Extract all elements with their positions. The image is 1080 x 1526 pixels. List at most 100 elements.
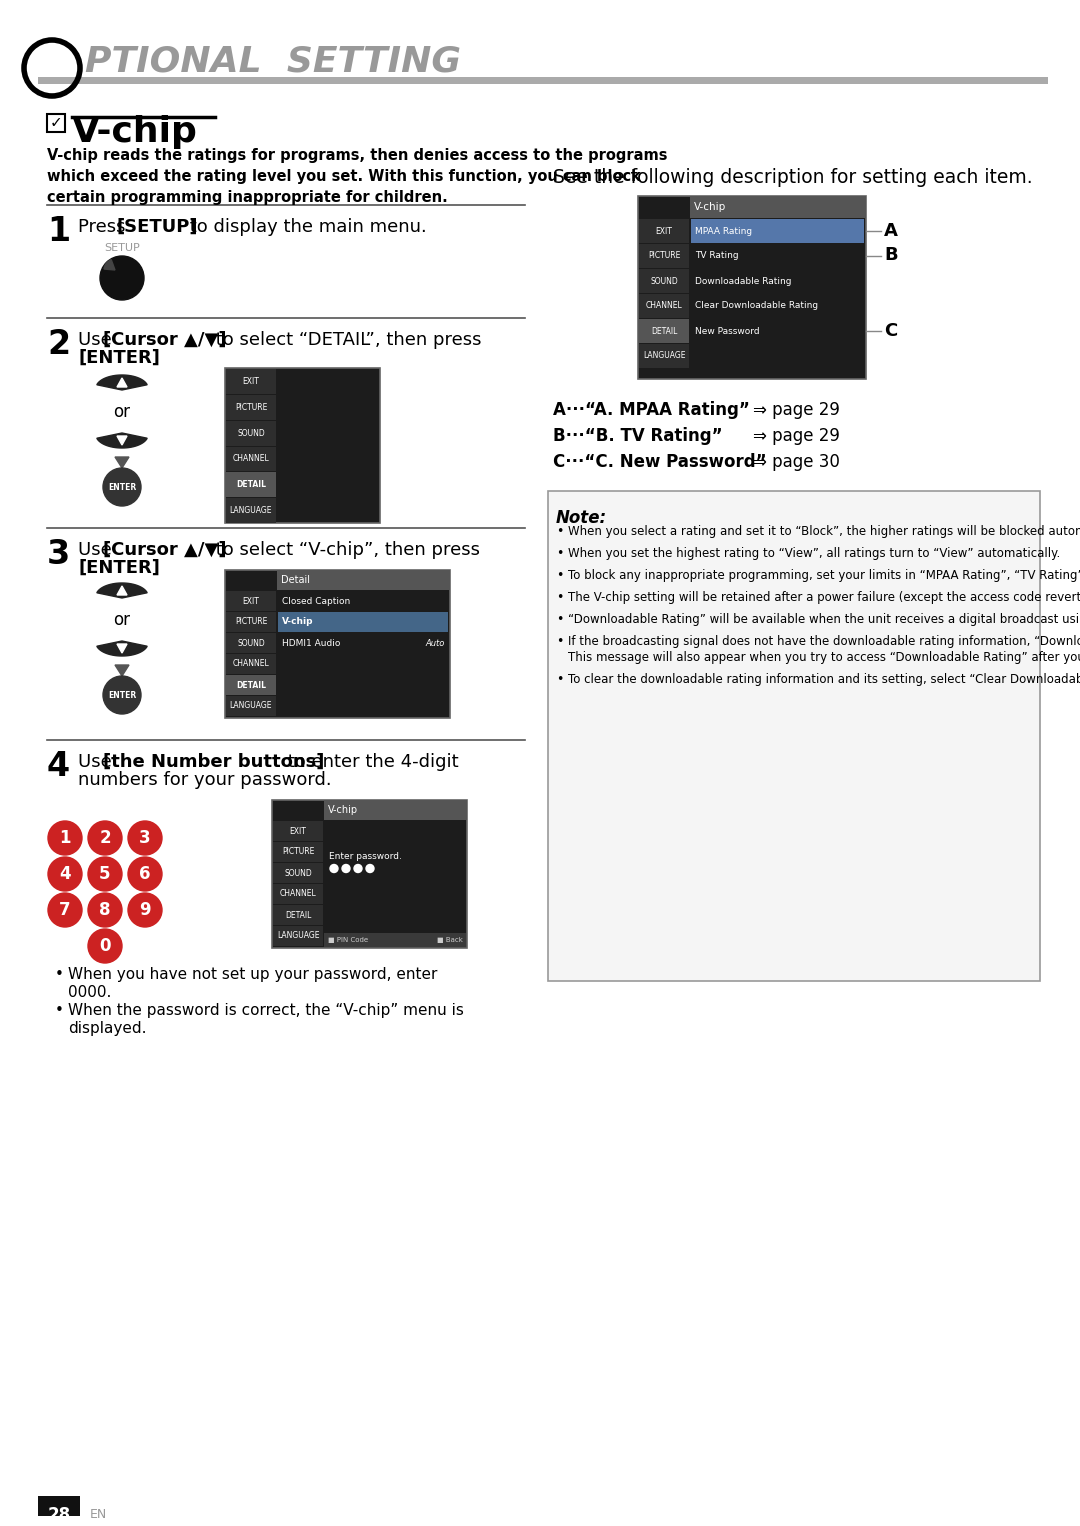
Bar <box>226 674 276 694</box>
Bar <box>690 195 866 218</box>
Text: [Cursor ▲/▼]: [Cursor ▲/▼] <box>103 331 227 349</box>
Polygon shape <box>97 583 147 598</box>
Bar <box>273 842 323 862</box>
Bar <box>226 473 276 497</box>
Text: [ENTER]: [ENTER] <box>78 559 160 577</box>
Text: Press: Press <box>78 218 132 237</box>
Circle shape <box>48 821 82 855</box>
Bar <box>639 343 689 368</box>
Text: A···“A. MPAA Rating”: A···“A. MPAA Rating” <box>553 401 750 420</box>
Text: .: . <box>138 559 144 577</box>
Text: ENTER: ENTER <box>108 690 136 699</box>
Bar <box>225 571 450 719</box>
Text: Note:: Note: <box>556 510 607 526</box>
Text: CHANNEL: CHANNEL <box>280 890 316 899</box>
Text: •: • <box>556 673 564 687</box>
Bar <box>226 633 276 653</box>
Text: 3: 3 <box>139 829 151 847</box>
Bar <box>38 76 1048 84</box>
Text: ⇒ page 30: ⇒ page 30 <box>753 453 840 472</box>
Text: LANGUAGE: LANGUAGE <box>276 931 320 940</box>
Text: “Downloadable Rating” will be available when the unit receives a digital broadca: “Downloadable Rating” will be available … <box>568 613 1080 626</box>
Circle shape <box>103 676 141 714</box>
Polygon shape <box>97 433 147 449</box>
Bar <box>638 195 866 378</box>
Text: CHANNEL: CHANNEL <box>232 659 269 668</box>
Circle shape <box>366 865 374 873</box>
Bar <box>548 491 1040 981</box>
Text: Use: Use <box>78 542 118 559</box>
Text: DETAIL: DETAIL <box>237 481 266 490</box>
Circle shape <box>48 893 82 926</box>
Text: 0000.: 0000. <box>68 984 111 1000</box>
Text: V-chip: V-chip <box>72 114 198 150</box>
Text: 7: 7 <box>59 900 71 919</box>
Bar <box>225 368 380 523</box>
Text: 9: 9 <box>139 900 151 919</box>
Bar <box>273 884 323 903</box>
Text: V-chip reads the ratings for programs, then denies access to the programs
which : V-chip reads the ratings for programs, t… <box>48 148 667 204</box>
Text: LANGUAGE: LANGUAGE <box>230 702 272 711</box>
Bar <box>48 114 65 133</box>
Text: MPAA Rating: MPAA Rating <box>696 226 752 235</box>
Text: B: B <box>885 247 897 264</box>
Text: to select “V-chip”, then press: to select “V-chip”, then press <box>210 542 480 559</box>
Text: CHANNEL: CHANNEL <box>646 302 683 310</box>
Text: Enter password.: Enter password. <box>329 852 402 861</box>
Text: EXIT: EXIT <box>289 827 307 836</box>
Bar <box>276 571 450 591</box>
Text: Use: Use <box>78 331 118 349</box>
Bar <box>38 1495 80 1515</box>
Text: V-chip: V-chip <box>694 201 726 212</box>
Text: New Password: New Password <box>696 327 759 336</box>
Text: •: • <box>556 546 564 560</box>
Bar <box>226 369 276 394</box>
Text: PICTURE: PICTURE <box>282 847 314 856</box>
Text: PICTURE: PICTURE <box>648 252 680 261</box>
Circle shape <box>129 858 162 891</box>
Text: When you set the highest rating to “View”, all ratings turn to “View” automatica: When you set the highest rating to “View… <box>568 546 1061 560</box>
Text: EXIT: EXIT <box>243 597 259 606</box>
Polygon shape <box>114 665 129 676</box>
Bar <box>324 932 465 948</box>
Text: 4: 4 <box>48 749 70 783</box>
Circle shape <box>330 865 338 873</box>
Wedge shape <box>104 259 114 270</box>
Bar <box>226 696 276 716</box>
Text: •: • <box>556 569 564 581</box>
Text: Use: Use <box>78 752 118 771</box>
Text: [Cursor ▲/▼]: [Cursor ▲/▼] <box>103 542 227 559</box>
Text: SOUND: SOUND <box>238 429 265 438</box>
Bar <box>272 800 467 948</box>
Polygon shape <box>97 375 147 391</box>
Bar <box>273 905 323 925</box>
Text: C: C <box>885 322 897 339</box>
Text: •: • <box>556 525 564 539</box>
Text: EXIT: EXIT <box>243 377 259 386</box>
Bar <box>639 295 689 317</box>
Bar <box>639 220 689 243</box>
Text: •: • <box>55 967 64 983</box>
Text: •: • <box>556 591 564 604</box>
Text: To clear the downloadable rating information and its setting, select “Clear Down: To clear the downloadable rating informa… <box>568 673 1080 687</box>
Bar <box>226 497 276 523</box>
Text: SOUND: SOUND <box>284 868 312 877</box>
Circle shape <box>342 865 350 873</box>
Text: •: • <box>556 613 564 626</box>
Text: LANGUAGE: LANGUAGE <box>230 507 272 516</box>
Text: displayed.: displayed. <box>68 1021 147 1036</box>
Bar <box>639 319 689 343</box>
Text: or: or <box>113 403 131 421</box>
Bar <box>691 220 864 243</box>
Text: •: • <box>55 1003 64 1018</box>
Text: PICTURE: PICTURE <box>234 618 267 627</box>
Text: PICTURE: PICTURE <box>234 403 267 412</box>
Text: 8: 8 <box>99 900 111 919</box>
Circle shape <box>103 468 141 507</box>
Polygon shape <box>117 644 127 653</box>
Polygon shape <box>117 586 127 595</box>
Text: LANGUAGE: LANGUAGE <box>643 351 685 360</box>
Text: V-chip: V-chip <box>282 618 313 627</box>
Circle shape <box>354 865 362 873</box>
Circle shape <box>129 893 162 926</box>
